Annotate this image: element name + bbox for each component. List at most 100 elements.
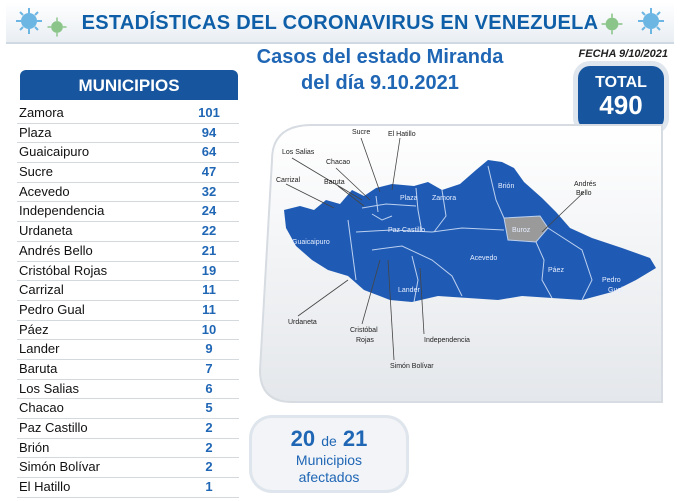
municipio-name: Acevedo bbox=[19, 183, 70, 199]
municipio-name: Guaicaipuro bbox=[19, 144, 90, 160]
table-row: Plaza 94 bbox=[17, 124, 239, 144]
subtitle-line1: Casos del estado Miranda bbox=[256, 46, 504, 68]
municipio-cases: 22 bbox=[201, 223, 217, 239]
municipio-cases: 94 bbox=[201, 124, 217, 140]
table-row: Urdaneta 22 bbox=[17, 222, 239, 242]
table-row: Pedro Gual 11 bbox=[17, 301, 239, 321]
affected-line1: Municipios bbox=[295, 452, 363, 468]
municipio-name: Cristóbal Rojas bbox=[19, 262, 108, 278]
municipio-name: Chacao bbox=[19, 400, 64, 416]
map-label-gual: Gual bbox=[608, 287, 623, 294]
table-row: El Hatillo 1 bbox=[17, 478, 239, 498]
map-label-independencia: Independencia bbox=[424, 337, 470, 344]
table-row: Carrizal 11 bbox=[17, 281, 239, 301]
municipio-cases: 19 bbox=[201, 262, 217, 278]
table-row: Cristóbal Rojas 19 bbox=[17, 262, 239, 282]
municipio-cases: 11 bbox=[202, 301, 216, 317]
map-label-brion: Brión bbox=[498, 183, 514, 190]
municipio-cases: 64 bbox=[201, 144, 217, 160]
table-row: Simón Bolívar 2 bbox=[17, 458, 239, 479]
map-label-los-salias: Los Salias bbox=[282, 149, 315, 156]
municipio-cases: 1 bbox=[205, 479, 213, 495]
table-row: Acevedo 32 bbox=[17, 183, 239, 203]
municipio-name: Independencia bbox=[19, 203, 105, 219]
map-label-plaza: Plaza bbox=[400, 195, 418, 202]
map-label-lander: Lander bbox=[398, 287, 420, 294]
municipio-name: Simón Bolívar bbox=[19, 459, 100, 475]
municipio-cases: 32 bbox=[201, 183, 217, 199]
total-label: TOTAL bbox=[595, 74, 647, 91]
virus-icon bbox=[601, 13, 623, 35]
municipio-cases: 6 bbox=[205, 380, 213, 396]
municipio-cases: 21 bbox=[201, 242, 217, 258]
affected-box: 20 de 21 Municipios afectados bbox=[252, 418, 406, 490]
municipio-cases: 24 bbox=[201, 203, 217, 219]
municipio-name: Plaza bbox=[19, 124, 52, 140]
table-row: Zamora 101 bbox=[17, 104, 239, 124]
affected-number: 20 bbox=[290, 426, 316, 451]
virus-icon bbox=[16, 8, 42, 34]
affected-total: 21 bbox=[342, 426, 368, 451]
subtitle-line2: del día 9.10.2021 bbox=[301, 72, 459, 94]
map-label-bello: Bello bbox=[576, 190, 592, 197]
municipio-cases: 9 bbox=[205, 341, 213, 357]
map-label-baruta: Baruta bbox=[324, 179, 345, 186]
map-label-zamora: Zamora bbox=[432, 195, 456, 202]
municipio-cases: 10 bbox=[201, 321, 217, 337]
municipio-name: Urdaneta bbox=[19, 223, 73, 239]
map-label-carrizal: Carrizal bbox=[276, 177, 301, 184]
municipio-cases: 47 bbox=[201, 164, 217, 180]
total-value: 490 bbox=[599, 90, 643, 120]
map-label-acevedo: Acevedo bbox=[470, 255, 497, 262]
municipio-name: Zamora bbox=[19, 105, 64, 120]
map-label-el-hatillo: El Hatillo bbox=[388, 131, 416, 138]
total-box: TOTAL 490 bbox=[578, 66, 664, 130]
map-label-rojas: Rojas bbox=[356, 337, 374, 344]
map-region-buroz bbox=[503, 215, 549, 243]
map-label-andres: Andrés bbox=[574, 181, 597, 188]
miranda-map: Plaza Zamora Brión Guaicaipuro Paz Casti… bbox=[252, 120, 670, 410]
map-region-miranda bbox=[284, 160, 656, 302]
table-row: Guaicaipuro 64 bbox=[17, 143, 239, 164]
municipio-name: Lander bbox=[19, 341, 60, 357]
table-row: Sucre 47 bbox=[17, 163, 239, 183]
municipio-name: Páez bbox=[19, 321, 49, 337]
map-label-buroz: Buroz bbox=[512, 227, 531, 234]
municipio-name: Baruta bbox=[19, 360, 58, 376]
municipio-name: Brión bbox=[19, 439, 50, 455]
table-row: Baruta 7 bbox=[17, 360, 239, 380]
map-callout-lines bbox=[285, 137, 585, 361]
table-row: Lander 9 bbox=[17, 340, 239, 360]
map-label-sucre: Sucre bbox=[352, 129, 370, 136]
map-label-chacao: Chacao bbox=[326, 159, 350, 166]
virus-icon bbox=[47, 17, 67, 37]
date-label: FECHA 9/10/2021 bbox=[578, 48, 668, 60]
table-row: Chacao 5 bbox=[17, 399, 239, 419]
municipio-name: Carrizal bbox=[19, 282, 64, 298]
municipio-name: Los Salias bbox=[19, 380, 79, 396]
municipio-cases: 2 bbox=[205, 439, 213, 455]
municipio-cases: 2 bbox=[205, 420, 213, 435]
municipio-cases: 7 bbox=[205, 360, 213, 376]
municipios-table: Zamora 101 Plaza 94 Guaicaipuro 64 Sucre 47 Acev… bbox=[17, 104, 239, 498]
municipio-name: Pedro Gual bbox=[19, 301, 85, 317]
map-label-cristobal: Cristóbal bbox=[350, 327, 378, 334]
municipio-cases: 5 bbox=[205, 400, 213, 416]
municipio-name: Sucre bbox=[19, 164, 53, 180]
municipio-name: El Hatillo bbox=[19, 479, 71, 495]
municipio-name: Andrés Bello bbox=[19, 242, 93, 258]
municipio-cases: 2 bbox=[205, 459, 213, 475]
table-row: Paz Castillo 2 bbox=[17, 419, 239, 439]
virus-icon bbox=[638, 8, 664, 34]
map-label-urdaneta: Urdaneta bbox=[288, 319, 317, 326]
map-borders bbox=[347, 165, 593, 303]
table-row: Páez 10 bbox=[17, 321, 239, 341]
table-row: Independencia 24 bbox=[17, 202, 239, 223]
table-row: Los Salias 6 bbox=[17, 380, 239, 400]
municipio-cases: 11 bbox=[202, 282, 216, 298]
municipio-name: Paz Castillo bbox=[19, 420, 88, 435]
affected-de: de bbox=[321, 433, 337, 449]
table-row: Brión 2 bbox=[17, 439, 239, 459]
affected-line2: afectados bbox=[298, 469, 360, 485]
map-label-paez: Páez bbox=[548, 267, 564, 274]
